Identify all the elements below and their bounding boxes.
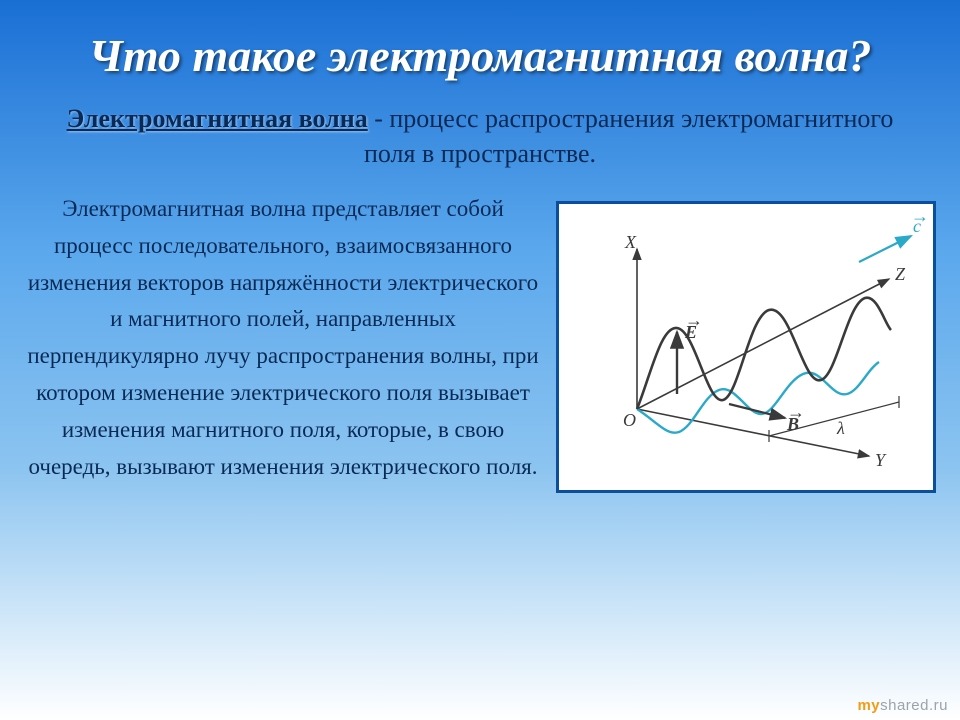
slide-title: Что такое электромагнитная волна? (0, 0, 960, 97)
em-wave-svg: X Y Z O E→ B→ c→ (559, 204, 939, 496)
axis-origin-label: O (623, 410, 636, 430)
b-vector (729, 404, 785, 418)
definition-rest: - процесс распространения электромагнитн… (364, 104, 893, 168)
body-row: Электромагнитная волна представляет собо… (0, 187, 960, 493)
watermark-right: shared.ru (880, 697, 948, 714)
definition-term: Электромагнитная волна (67, 104, 368, 133)
axis-y-label: Y (875, 450, 887, 470)
c-vector (859, 236, 911, 262)
c-vector-label: c→ (911, 206, 929, 236)
axes: X Y Z O (623, 232, 906, 470)
lambda-label: λ (836, 418, 845, 438)
axis-x-label: X (624, 232, 637, 252)
axis-z-label: Z (895, 264, 906, 284)
e-vector-label: E→ (684, 310, 703, 342)
description-text: Электромагнитная волна представляет собо… (24, 187, 556, 485)
definition-line: Электромагнитная волна - процесс распрос… (0, 97, 960, 187)
em-wave-figure: X Y Z O E→ B→ c→ (556, 201, 936, 493)
watermark: myshared.ru (857, 697, 948, 714)
watermark-left: my (857, 697, 880, 714)
